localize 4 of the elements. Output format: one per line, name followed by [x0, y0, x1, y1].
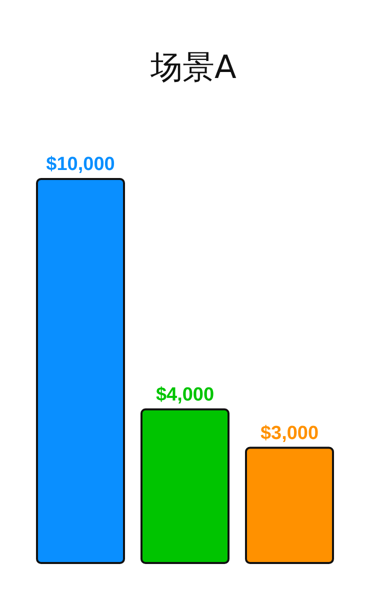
data-label: $10,000 [46, 154, 115, 175]
chart-title: 场景A [150, 48, 237, 86]
data-label: $3,000 [260, 422, 319, 444]
data-label: $4,000 [156, 384, 214, 406]
